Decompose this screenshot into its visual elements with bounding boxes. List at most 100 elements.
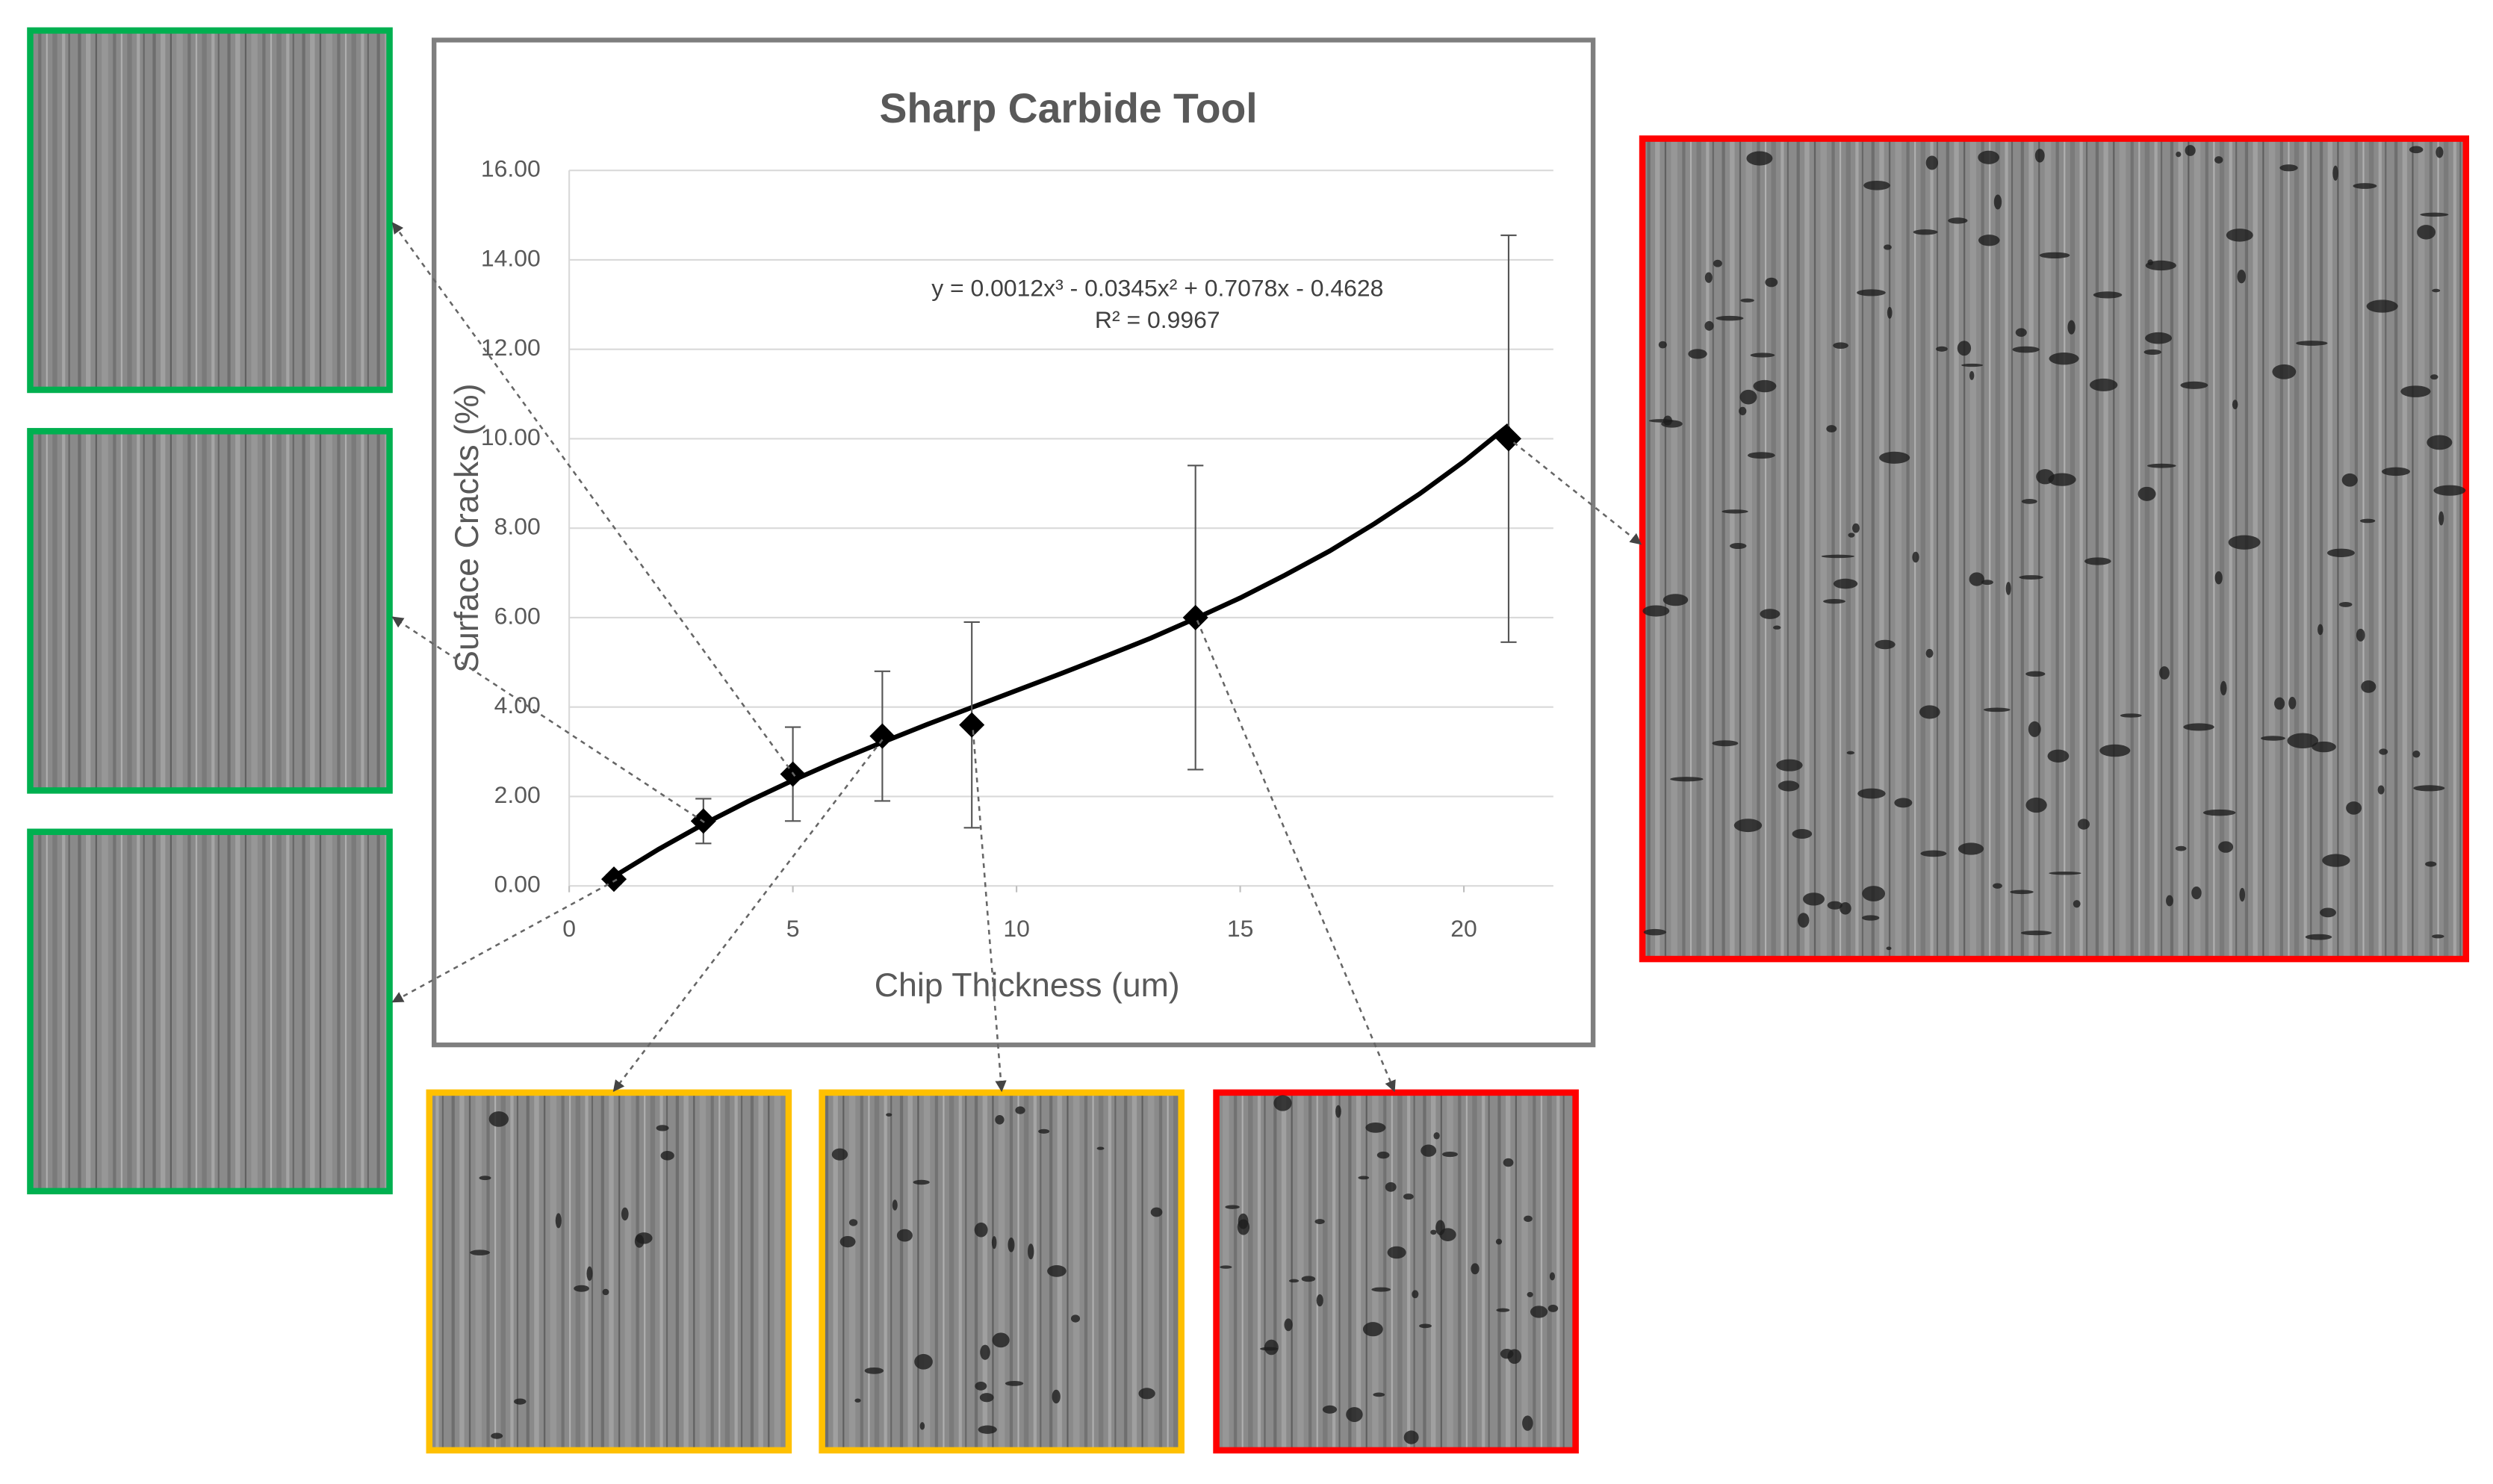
micrograph [426, 1089, 792, 1454]
crack [2077, 819, 2090, 830]
crack [1530, 1306, 1548, 1318]
crack [1983, 707, 2011, 712]
crack [1403, 1430, 1419, 1444]
crack [479, 1176, 491, 1181]
crack [2288, 697, 2297, 710]
crack [2025, 797, 2047, 813]
crack [979, 1393, 994, 1403]
crack [1316, 1294, 1323, 1307]
crack [839, 1235, 856, 1248]
crack [1848, 533, 1855, 538]
crack [1403, 1193, 1414, 1200]
crack [2232, 400, 2238, 410]
crack [978, 1425, 997, 1434]
crack [1833, 342, 1848, 349]
crack [1642, 605, 1670, 617]
crack [1993, 883, 2002, 889]
crack [1220, 1265, 1232, 1269]
crack [1225, 1205, 1240, 1209]
crack [1412, 1290, 1419, 1299]
crack [1507, 1349, 1522, 1365]
crack [2287, 733, 2319, 749]
callout-arrow [972, 730, 1007, 1093]
crack [1264, 1339, 1279, 1356]
crack [2183, 723, 2214, 731]
crack [848, 1219, 858, 1226]
crack [2432, 934, 2444, 939]
crack [2361, 680, 2376, 693]
crack [2048, 473, 2076, 486]
crack [1913, 229, 1938, 235]
crack [2239, 887, 2246, 902]
crack [1747, 452, 1775, 459]
micrograph [1213, 1089, 1579, 1454]
crack [1969, 370, 1975, 380]
crack [1704, 272, 1713, 283]
crack [1712, 740, 1739, 747]
crack [1376, 1151, 1390, 1159]
crack [1547, 1304, 1559, 1312]
crack [2159, 666, 2170, 680]
crack [2175, 845, 2187, 851]
crack [2084, 557, 2111, 565]
crack [2326, 548, 2355, 557]
crack [1008, 1238, 1015, 1252]
crack [488, 1111, 509, 1127]
crack [1863, 180, 1890, 190]
crack [1288, 1279, 1300, 1283]
crack [1862, 915, 1880, 921]
crack [974, 1222, 988, 1238]
crack [1471, 1263, 1480, 1275]
crack [1765, 277, 1778, 288]
crack [2272, 364, 2297, 379]
crack [1792, 829, 1813, 839]
crack [586, 1266, 593, 1281]
crack [980, 1344, 990, 1360]
crack [2312, 741, 2336, 753]
crack [2218, 841, 2234, 853]
crack [1840, 902, 1851, 915]
crack [1273, 1095, 1292, 1111]
crack [1643, 928, 1666, 936]
crack [2382, 467, 2410, 476]
crack [1912, 551, 1919, 563]
crack [514, 1398, 527, 1405]
crack [2341, 473, 2358, 487]
crack [1739, 389, 1757, 405]
crack [1730, 542, 1747, 550]
y-axis-label: Surface Cracks (%) [449, 383, 485, 672]
x-tick-label: 5 [786, 915, 800, 942]
crack [1284, 1318, 1293, 1332]
crack [2400, 385, 2431, 397]
crack [2356, 628, 2365, 642]
crack [2420, 212, 2449, 217]
crack [1857, 289, 1886, 297]
x-tick-label: 15 [1227, 915, 1254, 942]
crack [1823, 599, 1845, 604]
crack [2034, 149, 2045, 163]
crack [2093, 291, 2123, 299]
crack [2166, 895, 2173, 907]
y-tick-label: 16.00 [481, 155, 541, 182]
crack [2020, 931, 2052, 936]
crack [1846, 751, 1855, 755]
crack [2317, 624, 2323, 636]
crack [2320, 907, 2336, 918]
crack [1716, 315, 1744, 321]
crack [1005, 1380, 1024, 1386]
y-tick-label: 4.00 [494, 692, 541, 718]
plot: 0.002.004.006.008.0010.0012.0014.0016.00… [481, 155, 1553, 942]
crack [2332, 165, 2338, 181]
crack [2353, 183, 2377, 189]
crack [621, 1207, 629, 1221]
crack [2147, 259, 2153, 266]
crack [1883, 244, 1892, 250]
crack [1015, 1106, 1025, 1114]
crack [2005, 582, 2011, 595]
crack [1435, 1220, 1445, 1235]
crack [1527, 1291, 1533, 1297]
crack [1925, 155, 1938, 170]
crack [1993, 194, 2002, 210]
crack [2180, 381, 2208, 389]
